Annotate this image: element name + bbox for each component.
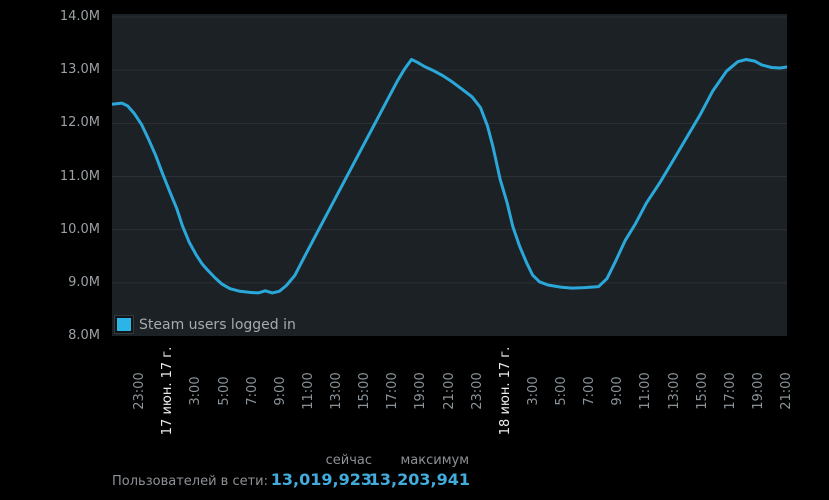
x-tick-label: 17:00 xyxy=(385,372,401,410)
current-users-value: 13,019,923 xyxy=(270,470,372,489)
series-line-steam-users xyxy=(112,58,787,295)
x-tick-label: 9:00 xyxy=(272,376,288,406)
x-tick-label: 15:00 xyxy=(694,372,710,410)
x-tick-label: 3:00 xyxy=(525,376,541,406)
x-tick-label: 19:00 xyxy=(413,372,429,410)
x-tick-label: 11:00 xyxy=(300,372,316,410)
x-tick-label: 21:00 xyxy=(779,372,794,410)
legend: Steam users logged in xyxy=(114,315,296,334)
y-tick-label: 14.0M xyxy=(59,9,100,24)
x-tick-label: 23:00 xyxy=(469,372,485,410)
x-tick-label: 3:00 xyxy=(188,376,204,406)
y-tick-label: 9.0M xyxy=(68,274,100,290)
x-tick-date-label: 17 июн. 17 г. xyxy=(160,346,176,436)
legend-color-swatch xyxy=(114,315,134,334)
y-tick-label: 8.0M xyxy=(68,328,100,343)
peak-users-value: 13,203,941 xyxy=(368,470,470,489)
y-tick-label: 11.0M xyxy=(59,168,100,184)
x-tick-label: 19:00 xyxy=(750,372,766,410)
plot-area[interactable]: Steam users logged in xyxy=(112,14,787,336)
legend-label: Steam users logged in xyxy=(139,316,296,333)
x-tick-label: 17:00 xyxy=(722,372,738,410)
column-header-now: сейчас xyxy=(325,453,372,468)
x-tick-label: 15:00 xyxy=(357,372,373,410)
x-tick-label: 9:00 xyxy=(610,376,626,406)
y-tick-label: 12.0M xyxy=(59,115,100,131)
x-tick-date-label: 18 июн. 17 г. xyxy=(497,346,513,436)
x-tick-label: 5:00 xyxy=(216,376,232,406)
x-tick-label: 13:00 xyxy=(329,372,344,410)
stats-row-label: Пользователей в сети: xyxy=(112,474,268,489)
y-tick-label: 10.0M xyxy=(59,221,100,237)
x-tick-label: 7:00 xyxy=(244,376,260,406)
column-header-max: максимум xyxy=(400,453,469,468)
x-tick-label: 21:00 xyxy=(441,372,457,410)
x-tick-label: 13:00 xyxy=(666,372,682,410)
y-tick-label: 13.0M xyxy=(59,62,100,78)
x-tick-label: 23:00 xyxy=(132,372,148,410)
x-tick-label: 11:00 xyxy=(638,372,654,410)
x-tick-label: 5:00 xyxy=(554,376,569,406)
x-tick-label: 7:00 xyxy=(582,376,598,406)
line-chart[interactable] xyxy=(112,14,787,336)
